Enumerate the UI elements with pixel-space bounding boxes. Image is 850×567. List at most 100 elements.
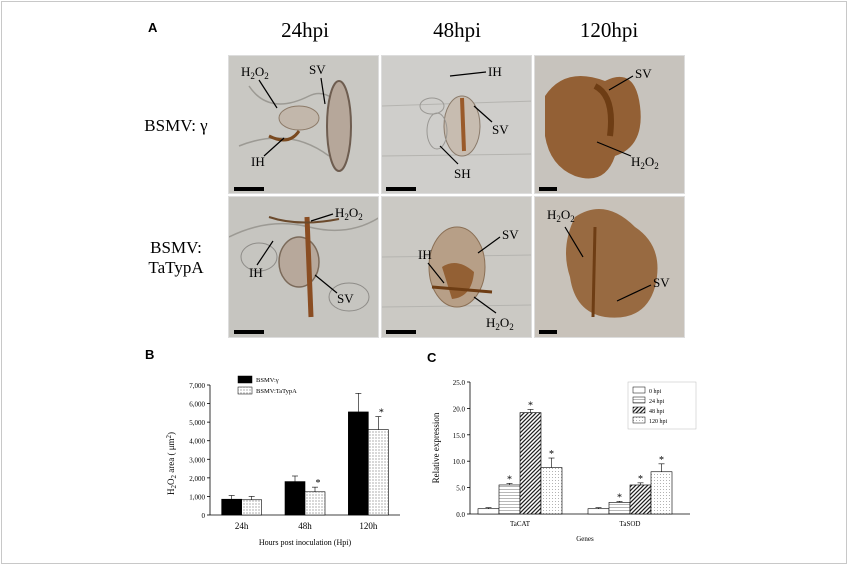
label-h2o2: H2O2 [547,207,575,224]
y-tick-label: 0.0 [456,511,465,519]
arrow [310,213,334,222]
micrograph-drawing: IH SV H2O2 [382,197,531,337]
significance-star: * [528,400,533,411]
arrow [449,71,487,77]
y-tick-label: 7,000 [189,382,205,390]
micrograph-bsmv-tatypa-24hpi: H2O2 IH SV [228,196,379,338]
legend-label: 0 hpi [649,389,662,395]
x-tick-label: 24h [235,521,249,531]
significance-star: * [507,474,512,485]
legend-swatch [632,416,646,424]
bar [284,481,306,516]
micrograph-drawing: SV H2O2 [535,56,684,193]
bar [540,467,563,515]
label-sv: SV [309,62,326,77]
label-sv: SV [635,66,652,81]
micrograph-bsmv-tatypa-48hpi: IH SV H2O2 [381,196,532,338]
row-header-bsmv-tatypa: BSMV: TaTypA [126,238,226,278]
y-tick-label: 5.0 [456,485,465,493]
x-axis-label: Hours post inoculation (Hpi) [259,538,352,547]
column-header-48hpi: 48hpi [433,18,481,42]
bar [241,499,262,516]
y-tick-label: 20.0 [453,405,466,413]
panel-label-b: B [145,347,155,362]
y-tick-label: 0 [202,512,206,520]
x-tick-label: 48h [298,521,312,531]
micrograph-bsmv-gamma-48hpi: IH SV SH [381,55,532,194]
label-sh: SH [454,166,471,181]
micrograph-bsmv-gamma-120hpi: SV H2O2 [534,55,685,194]
y-axis-label: H2O2 area ( μm2) [165,432,178,495]
label-h2o2: H2O2 [486,315,514,332]
row-header-line: BSMV: [150,238,202,257]
label-ih: IH [249,265,263,280]
micrograph-bsmv-gamma-24hpi: H2O2 SV IH [228,55,379,194]
significance-star: * [549,449,554,460]
arrow [256,240,274,266]
arrow [473,296,497,314]
x-axis-label: Genes [576,535,594,543]
label-sv: SV [337,291,354,306]
row-header-line: TaTypA [148,258,204,277]
legend-label: BSMV:γ [256,377,279,384]
significance-star: * [379,408,384,419]
arrow [439,145,459,165]
arrow [473,105,493,123]
chart-h2o2-area: 0 1,000 2,000 3,000 4,000 5,000 6,000 7,000 24h *… [165,375,400,547]
significance-star: * [316,478,321,489]
row-header-line: BSMV: γ [144,116,208,135]
panel-label-a: A [148,20,158,35]
legend-label: 120 hpi [649,419,668,425]
bar [587,508,610,515]
y-tick-label: 4,000 [189,438,205,446]
y-tick-label: 2,000 [189,475,205,483]
label-sv: SV [653,275,670,290]
x-tick-label: TaSOD [620,520,641,528]
label-h2o2: H2O2 [241,64,269,81]
arrow [608,75,634,91]
x-tick-label: TaCAT [510,520,531,528]
legend-swatch [632,396,646,404]
label-ih: IH [488,64,502,79]
y-tick-label: 25.0 [453,379,466,387]
micrograph-drawing: IH SV SH [382,56,531,193]
bar [629,484,652,515]
significance-star: * [638,474,643,485]
bar [304,491,326,516]
arrow [427,262,445,284]
legend-swatch [632,386,646,394]
micrograph-drawing: H2O2 SV IH [229,56,378,193]
legend-swatch [237,375,253,384]
row-header-bsmv-gamma: BSMV: γ [126,116,226,136]
arrow [320,77,326,105]
y-tick-label: 6,000 [189,401,205,409]
y-tick-label: 5,000 [189,419,205,427]
legend-label: 24 hpi [649,399,665,405]
micrograph-drawing: H2O2 IH SV [229,197,378,337]
column-header-120hpi: 120hpi [579,18,639,42]
bar [519,412,542,515]
arrow [314,274,338,294]
significance-star: * [617,492,622,503]
y-tick-label: 15.0 [453,432,466,440]
significance-star: * [659,455,664,466]
label-h2o2: H2O2 [631,154,659,171]
bar [368,429,389,516]
column-header-24hpi: 24hpi [281,18,329,42]
legend-swatch [632,406,646,414]
arrow [616,284,652,302]
arrow [564,226,584,258]
label-ih: IH [251,154,265,169]
label-sv: SV [502,227,519,242]
y-tick-label: 10.0 [453,458,466,466]
y-axis-label: Relative expression [431,412,441,483]
y-tick-label: 3,000 [189,456,205,464]
micrograph-drawing: H2O2 SV [535,197,684,337]
label-h2o2: H2O2 [335,205,363,222]
label-ih: IH [418,247,432,262]
arrow [258,79,278,109]
legend-swatch [237,386,253,395]
legend-label: 48 hpi [649,409,665,415]
label-sv: SV [492,122,509,137]
